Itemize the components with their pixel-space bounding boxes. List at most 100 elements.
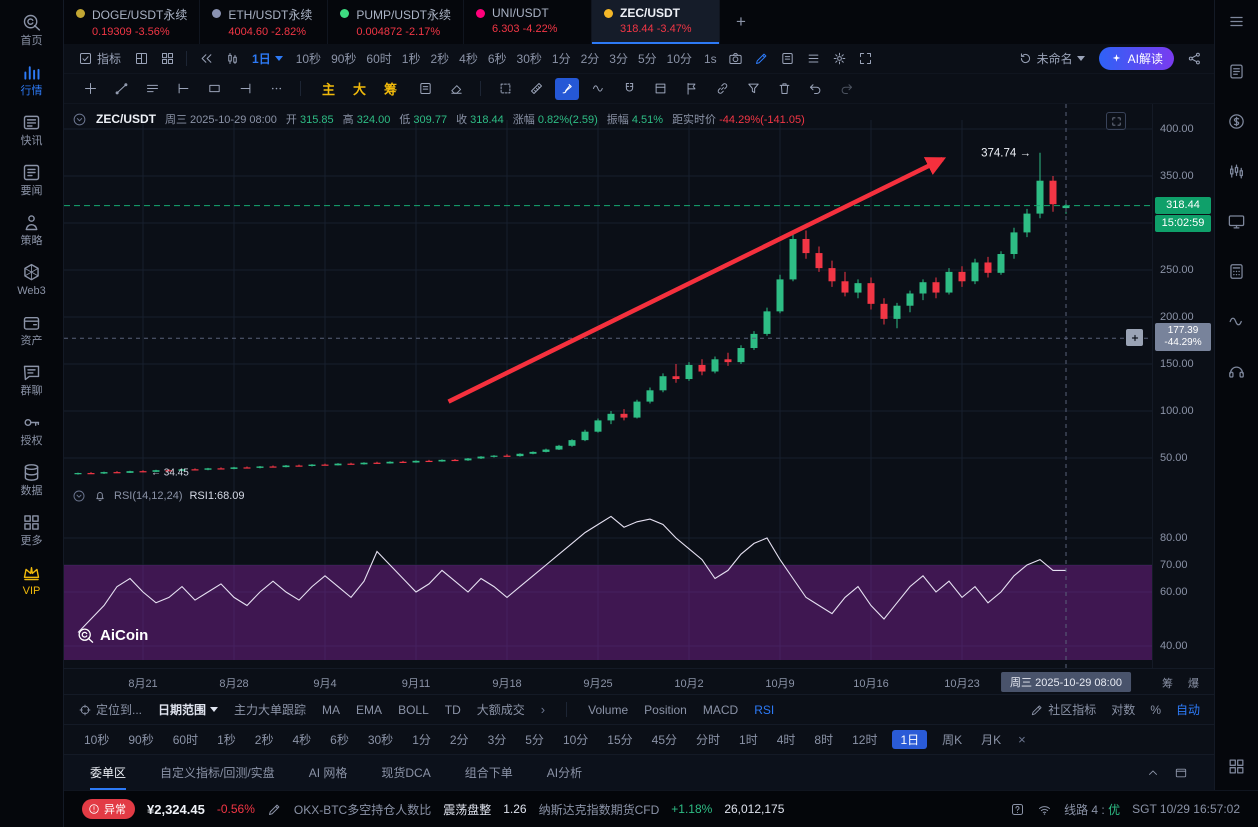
trendline-tool[interactable] bbox=[109, 78, 133, 100]
rail-tool-icon[interactable] bbox=[1227, 212, 1246, 231]
sub-indicator-item[interactable]: Volume bbox=[588, 702, 629, 717]
period-quick-item[interactable]: 2分 bbox=[580, 52, 600, 66]
period-item[interactable]: 月K bbox=[981, 733, 1002, 747]
nasdaq-label[interactable]: 纳斯达克指数期货CFD bbox=[538, 802, 660, 817]
collapse-circle-icon[interactable] bbox=[72, 112, 87, 127]
delete-tool[interactable] bbox=[772, 78, 796, 100]
alert-badge[interactable]: 异常 bbox=[82, 799, 135, 819]
multi-chart-button[interactable] bbox=[155, 48, 179, 70]
select-tool[interactable] bbox=[493, 78, 517, 100]
sub-indicator-item[interactable]: Position bbox=[644, 702, 687, 717]
time-axis[interactable]: 8月21 8月28 9月4 9月11 9月18 9月25 10月2 10月9 10月16 10月2… bbox=[64, 668, 1214, 694]
kline-style-button[interactable]: 主 bbox=[322, 82, 336, 97]
template-dropdown[interactable]: 未命名 bbox=[1012, 50, 1091, 67]
ray-tool[interactable] bbox=[233, 78, 257, 100]
date-range-button[interactable]: 日期范围 bbox=[158, 701, 219, 718]
period-item[interactable]: 2分 bbox=[449, 733, 469, 747]
cursor-tool[interactable] bbox=[78, 78, 102, 100]
wave-tool[interactable] bbox=[586, 78, 610, 100]
log-scale-button[interactable]: 对数 bbox=[1111, 703, 1136, 717]
overlay-indicator-item[interactable]: EMA bbox=[356, 702, 383, 717]
rail-tool-icon[interactable] bbox=[1227, 112, 1246, 131]
sidebar-item[interactable]: 行情 bbox=[0, 54, 63, 104]
brush-tool[interactable] bbox=[555, 77, 580, 100]
link-tool[interactable] bbox=[710, 78, 734, 100]
rewind-button[interactable] bbox=[194, 48, 218, 70]
period-item[interactable]: 4秒 bbox=[292, 733, 312, 747]
settings-button[interactable] bbox=[828, 48, 852, 70]
undo-button[interactable] bbox=[803, 78, 827, 100]
overlay-indicator-item[interactable]: 主力大单跟踪 bbox=[234, 703, 307, 717]
rail-tool-icon[interactable] bbox=[1227, 12, 1246, 31]
close-icon[interactable]: × bbox=[1018, 732, 1026, 747]
period-item[interactable]: 周K bbox=[942, 733, 963, 747]
period-quick-item[interactable]: 90秒 bbox=[331, 52, 357, 66]
watchlist-tab[interactable]: PUMP/USDT永续 0.004872 -2.17% bbox=[328, 0, 465, 44]
bell-icon[interactable] bbox=[93, 489, 107, 503]
bottom-tab[interactable]: 现货DCA bbox=[381, 766, 431, 780]
eraser-tool[interactable] bbox=[444, 78, 468, 100]
period-quick-item[interactable]: 60时 bbox=[366, 52, 392, 66]
chart-style-button[interactable] bbox=[220, 48, 244, 70]
kline-style-button[interactable]: 大 bbox=[353, 82, 367, 97]
overlay-indicator-item[interactable]: MA bbox=[322, 702, 341, 717]
tline-tool[interactable] bbox=[171, 78, 195, 100]
sidebar-item[interactable]: 数据 bbox=[0, 454, 63, 504]
redo-button[interactable] bbox=[834, 78, 858, 100]
period-quick-item[interactable]: 4秒 bbox=[459, 52, 478, 66]
chips-toggle[interactable]: 筹 bbox=[1162, 678, 1173, 690]
refresh-interval[interactable]: 1s bbox=[704, 51, 717, 66]
rail-tool-icon[interactable] bbox=[1227, 162, 1246, 181]
filter-tool[interactable] bbox=[741, 78, 765, 100]
auto-scale-button[interactable]: 自动 bbox=[1175, 703, 1200, 717]
magnet-tool[interactable] bbox=[617, 78, 641, 100]
note-tool[interactable] bbox=[413, 78, 437, 100]
edit-icon[interactable] bbox=[267, 802, 282, 817]
period-item[interactable]: 4时 bbox=[776, 733, 796, 747]
draw-mode-button[interactable] bbox=[750, 48, 774, 70]
sub-indicator-item[interactable]: MACD bbox=[702, 702, 739, 717]
watchlist-tab[interactable]: ETH/USDT永续 4004.60 -2.82% bbox=[200, 0, 329, 44]
bottom-tab[interactable]: AI 网格 bbox=[308, 766, 348, 780]
period-item[interactable]: 15分 bbox=[607, 733, 633, 747]
panel-button[interactable] bbox=[776, 48, 800, 70]
period-quick-item[interactable]: 30秒 bbox=[516, 52, 542, 66]
period-item[interactable]: 8时 bbox=[814, 733, 834, 747]
object-list-button[interactable] bbox=[802, 48, 826, 70]
overlay-indicator-item[interactable]: 大额成交 bbox=[476, 703, 525, 717]
layout-button[interactable] bbox=[129, 48, 153, 70]
period-item[interactable]: 60时 bbox=[172, 733, 199, 747]
rect-tool[interactable] bbox=[202, 78, 226, 100]
bottom-tab[interactable]: 委单区 bbox=[90, 755, 127, 790]
period-item[interactable]: 2秒 bbox=[254, 733, 274, 747]
add-tab-button[interactable]: + bbox=[736, 12, 746, 31]
rail-tool-icon[interactable] bbox=[1227, 262, 1246, 281]
watchlist-tab[interactable]: UNI/USDT 6.303 -4.22% bbox=[464, 0, 593, 44]
flag-tool[interactable] bbox=[679, 78, 703, 100]
percent-scale-button[interactable]: % bbox=[1150, 702, 1161, 717]
rail-tool-icon[interactable] bbox=[1227, 362, 1246, 381]
kline-style-button[interactable]: 筹 bbox=[384, 82, 398, 97]
sidebar-item[interactable]: 快讯 bbox=[0, 104, 63, 154]
community-indicator-button[interactable]: 社区指标 bbox=[1030, 701, 1096, 718]
ai-analysis-button[interactable]: AI解读 bbox=[1098, 47, 1174, 70]
period-quick-item[interactable]: 6秒 bbox=[487, 52, 507, 66]
popout-chart-button[interactable] bbox=[1106, 112, 1126, 130]
watchlist-tab[interactable]: ZEC/USDT 318.44 -3.47% bbox=[592, 0, 721, 44]
collapse-panel-icon[interactable] bbox=[1146, 766, 1160, 780]
camera-button[interactable] bbox=[724, 48, 748, 70]
wifi-icon[interactable] bbox=[1037, 802, 1052, 817]
indicator-button[interactable]: 指标 bbox=[72, 50, 127, 67]
period-item[interactable]: 1时 bbox=[739, 733, 758, 747]
period-item[interactable]: 10秒 bbox=[84, 733, 110, 747]
sidebar-item[interactable]: 群聊 bbox=[0, 354, 63, 404]
help-icon[interactable] bbox=[1010, 802, 1025, 817]
period-item[interactable]: 30秒 bbox=[367, 733, 394, 747]
sidebar-item[interactable]: 策略 bbox=[0, 204, 63, 254]
locate-button[interactable]: 定位到... bbox=[78, 701, 142, 718]
liquidation-toggle[interactable]: 爆 bbox=[1188, 678, 1199, 690]
sidebar-item[interactable]: 首页 bbox=[0, 4, 63, 54]
collapse-circle-icon[interactable] bbox=[72, 489, 86, 503]
period-item[interactable]: 3分 bbox=[487, 733, 507, 747]
period-item[interactable]: 1日 bbox=[892, 730, 928, 749]
